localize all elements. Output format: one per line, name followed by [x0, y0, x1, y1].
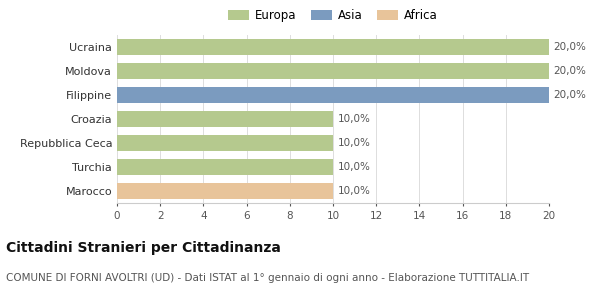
- Text: 10,0%: 10,0%: [337, 114, 370, 124]
- Text: 10,0%: 10,0%: [337, 186, 370, 196]
- Text: Cittadini Stranieri per Cittadinanza: Cittadini Stranieri per Cittadinanza: [6, 241, 281, 255]
- Text: 20,0%: 20,0%: [553, 66, 586, 76]
- Legend: Europa, Asia, Africa: Europa, Asia, Africa: [224, 6, 442, 26]
- Bar: [117, 87, 549, 103]
- Bar: [117, 159, 333, 175]
- Text: 10,0%: 10,0%: [337, 138, 370, 148]
- Bar: [117, 111, 333, 127]
- Bar: [117, 63, 549, 79]
- Text: 10,0%: 10,0%: [337, 162, 370, 172]
- Text: COMUNE DI FORNI AVOLTRI (UD) - Dati ISTAT al 1° gennaio di ogni anno - Elaborazi: COMUNE DI FORNI AVOLTRI (UD) - Dati ISTA…: [6, 273, 529, 282]
- Text: 20,0%: 20,0%: [553, 42, 586, 52]
- Bar: [117, 135, 333, 151]
- Bar: [117, 39, 549, 55]
- Bar: [117, 183, 333, 199]
- Text: 20,0%: 20,0%: [553, 90, 586, 100]
